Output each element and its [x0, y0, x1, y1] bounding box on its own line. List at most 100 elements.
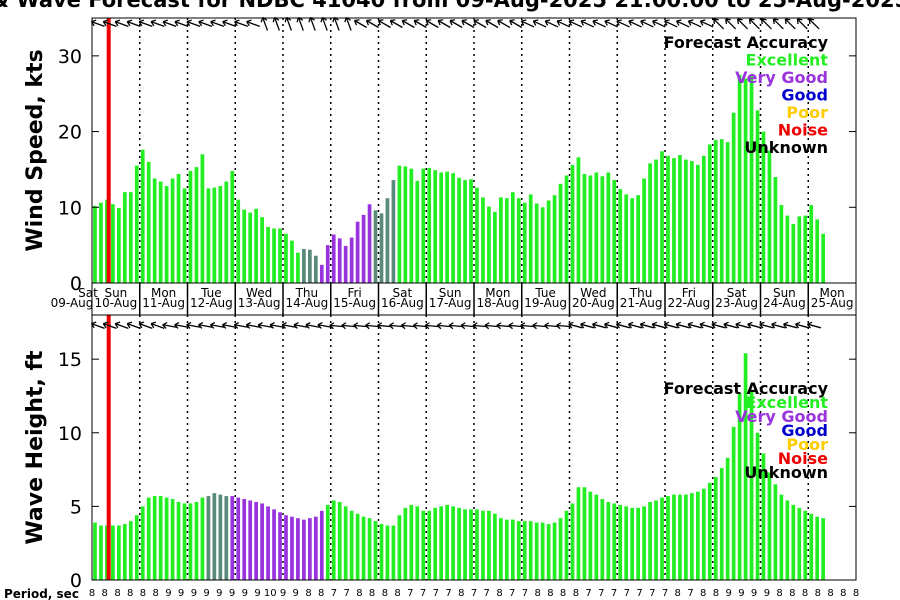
direction-arrow [627, 321, 643, 329]
direction-arrow-shaft [273, 17, 281, 31]
wave-bar [576, 487, 581, 580]
period-value: 7 [344, 588, 350, 599]
period-value: 8 [356, 588, 362, 599]
wind-bar [93, 205, 97, 283]
wave-bar [439, 506, 444, 580]
period-value: 9 [203, 588, 209, 599]
wind-bar [158, 181, 163, 283]
y-tick-label: 5 [70, 496, 82, 518]
wind-bar [773, 177, 778, 283]
direction-arrow-shaft [210, 324, 225, 328]
wind-bar [749, 74, 754, 283]
wind-bar [242, 209, 247, 283]
wave-bar [493, 513, 497, 580]
wave-bar [451, 506, 455, 580]
direction-arrow [221, 321, 237, 329]
direction-arrow-shaft [425, 19, 439, 29]
day-label: Sat [393, 286, 413, 300]
direction-arrow-head [784, 18, 791, 25]
wave-bar [194, 501, 199, 580]
wind-bar [612, 180, 617, 283]
day-label: Wed [246, 286, 272, 300]
direction-arrow-shaft [652, 323, 666, 329]
direction-arrow-head [413, 19, 420, 26]
wave-bar [588, 491, 593, 580]
direction-arrow-shaft [664, 20, 678, 28]
wave-bar [397, 515, 402, 580]
direction-arrow-shaft [341, 324, 356, 328]
direction-arrow [198, 19, 213, 28]
wind-bar [212, 187, 217, 283]
direction-arrow [90, 19, 105, 28]
direction-arrow [615, 321, 631, 329]
direction-arrow-shaft [737, 18, 749, 30]
period-value: 8 [318, 588, 324, 599]
direction-arrow-shaft [413, 324, 428, 328]
direction-arrow-shaft [604, 20, 618, 28]
direction-arrow-shaft [91, 322, 105, 330]
wind-bar [636, 195, 640, 283]
wave-bar [266, 506, 270, 580]
legend-item: Noise [778, 121, 828, 140]
direction-arrow-shaft [711, 323, 726, 329]
wave-bar [122, 524, 127, 580]
direction-arrow [580, 321, 595, 329]
direction-arrow-shaft [365, 324, 380, 328]
direction-arrow [508, 322, 523, 330]
direction-arrow [496, 322, 511, 330]
period-value: 7 [636, 588, 642, 599]
wind-bar [582, 173, 587, 283]
direction-arrow [604, 19, 618, 28]
wind-bar [421, 168, 426, 283]
wave-bar [349, 510, 354, 580]
direction-arrow-head [365, 19, 372, 26]
direction-arrow-head [233, 321, 240, 329]
direction-arrow-shaft [772, 18, 784, 30]
wind-bar [200, 154, 205, 283]
wind-bar [487, 206, 491, 283]
period-value: 9 [165, 588, 171, 599]
direction-arrow-shaft [652, 20, 666, 28]
date-label: 22-Aug [667, 296, 710, 310]
wave-bar [421, 510, 426, 580]
period-value: 8 [840, 588, 846, 599]
direction-arrow-shaft [784, 18, 796, 30]
period-value: 8 [114, 588, 120, 599]
day-label: Mon [151, 286, 176, 300]
direction-arrow-shaft [616, 20, 630, 28]
direction-arrow-head [532, 322, 538, 330]
period-value: 8 [394, 588, 400, 599]
direction-arrow-head [377, 19, 384, 26]
direction-arrow [759, 321, 774, 329]
direction-arrow-head [568, 321, 574, 329]
direction-arrow [344, 16, 352, 31]
day-label: Thu [295, 286, 319, 300]
direction-arrow-shaft [796, 18, 808, 30]
wind-bar [302, 248, 306, 283]
wave-bar [672, 494, 676, 580]
direction-arrow-head [796, 18, 803, 25]
period-value: 9 [242, 588, 248, 599]
wave-bar [313, 516, 318, 580]
direction-arrow-shaft [150, 322, 165, 330]
direction-arrow [604, 321, 619, 329]
wind-bar [337, 238, 342, 283]
direction-arrow-shaft [138, 322, 153, 330]
period-value: 9 [293, 588, 299, 599]
direction-arrow-head [771, 321, 777, 329]
direction-arrow [544, 322, 559, 330]
direction-arrow [760, 18, 772, 30]
direction-arrow [353, 322, 368, 330]
wind-bar [379, 213, 384, 283]
day-label: Fri [347, 286, 361, 300]
wind-bar [594, 172, 599, 283]
y-tick-label: 10 [58, 197, 82, 219]
wave-bar [242, 499, 247, 580]
wind-bar [164, 186, 169, 283]
wind-bar [809, 205, 814, 283]
day-label: Wed [580, 286, 606, 300]
wave-bar [785, 500, 790, 580]
direction-arrow-shaft [222, 20, 237, 28]
period-label: Period, sec [4, 587, 79, 600]
wave-bar [570, 503, 575, 580]
